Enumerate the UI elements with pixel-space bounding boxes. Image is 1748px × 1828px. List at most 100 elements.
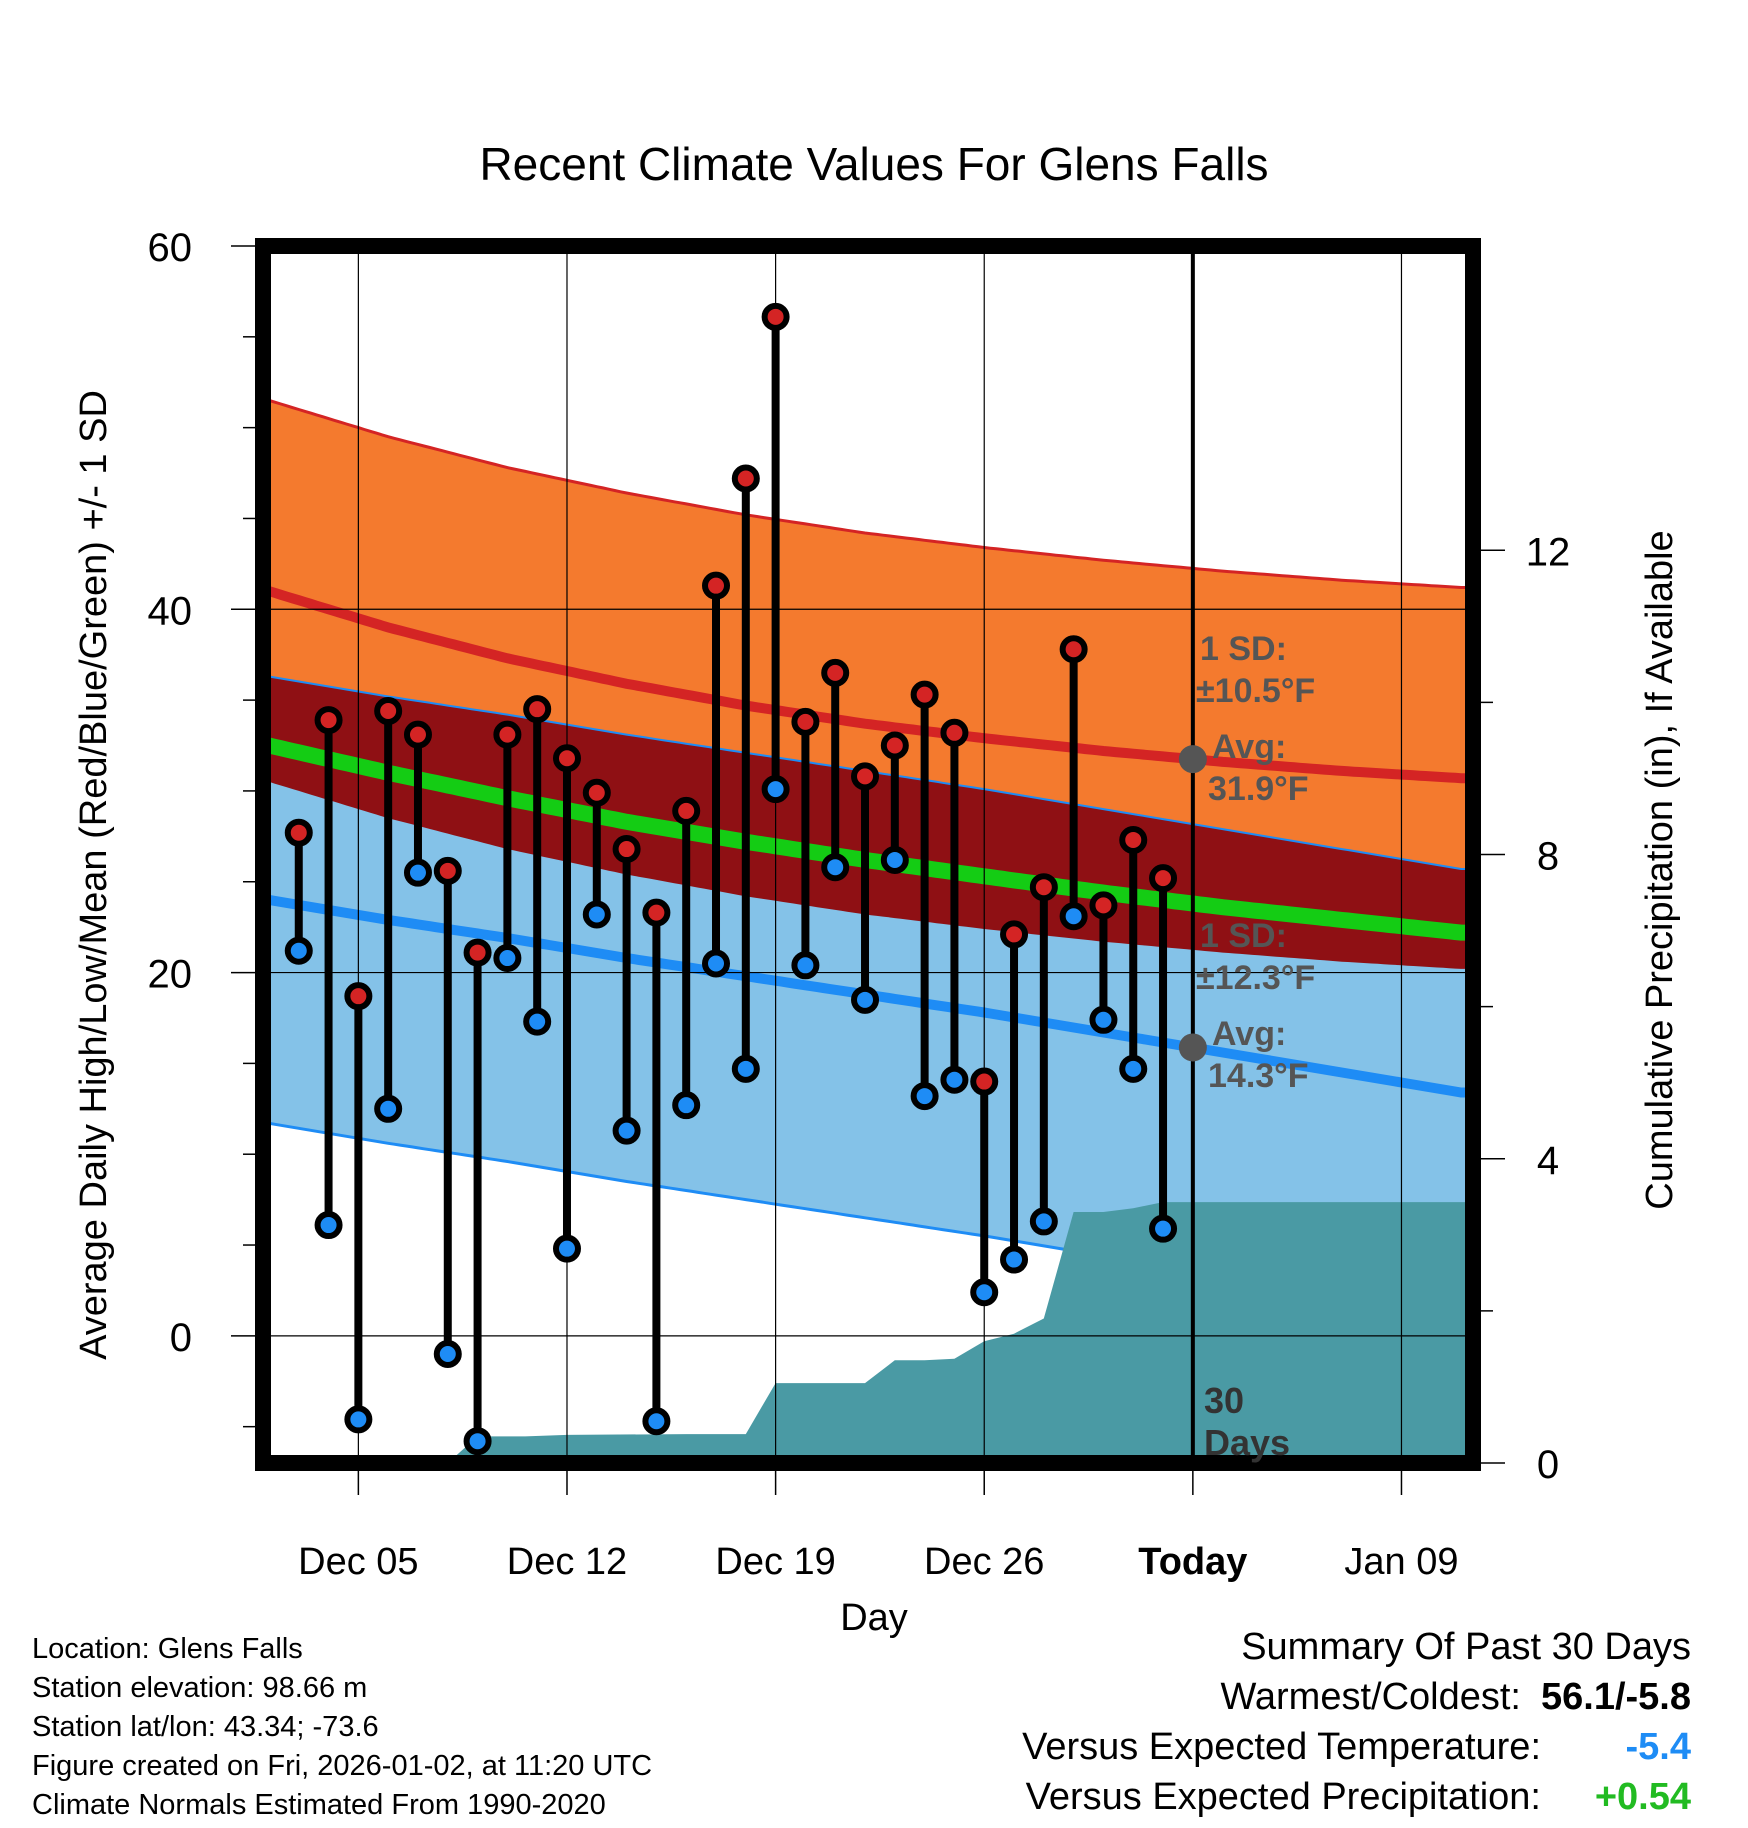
high-temp-point xyxy=(880,731,909,760)
plot-interior xyxy=(263,246,1473,1463)
high-temp-point xyxy=(1089,891,1118,920)
high-temp-point xyxy=(761,302,790,331)
high-temp-point xyxy=(940,718,969,747)
high-temp-point xyxy=(851,762,880,791)
low-temp-point xyxy=(702,949,731,978)
high-temp-point xyxy=(344,982,373,1011)
y2-tick-label: 0 xyxy=(1537,1443,1559,1487)
warm-cold-label: Warmest/Coldest: xyxy=(1220,1676,1521,1718)
low-temp-point xyxy=(344,1405,373,1434)
precip-value: +0.54 xyxy=(1594,1776,1691,1818)
high-temp-point xyxy=(791,707,820,736)
y-tick-label: 60 xyxy=(148,226,193,270)
high-temp-point xyxy=(403,720,432,749)
low-temp-point xyxy=(880,845,909,874)
low-temp-point xyxy=(582,900,611,929)
low-temp-point xyxy=(761,775,790,804)
y2-tick-label: 4 xyxy=(1537,1139,1559,1183)
meta-location: Location: Glens Falls xyxy=(32,1633,303,1665)
high-temp-point xyxy=(970,1067,999,1096)
high-temp-point xyxy=(374,697,403,726)
low-temp-point xyxy=(642,1407,671,1436)
plot-area: 0 20 40 60 0 4 8 12 Dec 05 Dec 12 Dec 19 Dec 26 Toda… xyxy=(148,226,1571,1583)
low-temp-point xyxy=(493,944,522,973)
high-temp-point xyxy=(582,778,611,807)
low-temp-point xyxy=(821,853,850,882)
high-temp-point xyxy=(1029,873,1058,902)
low-temp-point xyxy=(1029,1207,1058,1236)
low-temp-point xyxy=(731,1054,760,1083)
plot-frame xyxy=(255,238,1481,1471)
low-temp-point xyxy=(1000,1245,1029,1274)
high-avg-marker xyxy=(1178,745,1207,774)
low-temp-point xyxy=(910,1082,939,1111)
summary-panel: Summary Of Past 30 Days Warmest/Coldest:… xyxy=(1022,1622,1691,1822)
high-temp-point xyxy=(672,796,701,825)
high-temp-point xyxy=(642,898,671,927)
x-axis-label: Day xyxy=(840,1597,908,1639)
low-sd-value: ±12.3°F xyxy=(1196,959,1315,997)
high-avg-value: 31.9°F xyxy=(1208,770,1309,808)
x-tick-label: Dec 26 xyxy=(924,1541,1044,1583)
low-temp-point xyxy=(403,858,432,887)
x-tick-label: Dec 05 xyxy=(298,1541,418,1583)
low-sd-label: 1 SD: xyxy=(1200,917,1287,955)
summary-warm-cold: Warmest/Coldest: 56.1/-5.8 xyxy=(1022,1672,1691,1722)
high-temp-point xyxy=(731,464,760,493)
high-temp-point xyxy=(702,571,731,600)
low-temp-point xyxy=(314,1211,343,1240)
station-metadata: Location: Glens Falls Station elevation:… xyxy=(32,1630,652,1825)
temp-value: -5.4 xyxy=(1625,1726,1691,1768)
y-tick-label: 0 xyxy=(170,1316,192,1360)
low-temp-point xyxy=(433,1340,462,1369)
precip-area xyxy=(447,1202,1473,1463)
low-temp-point xyxy=(940,1065,969,1094)
y2-axis-label: Cumulative Precipitation (in), If Availa… xyxy=(1639,530,1681,1209)
low-avg-value: 14.3°F xyxy=(1208,1057,1309,1095)
precip-label: Versus Expected Precipitation: xyxy=(1025,1776,1541,1818)
summary-precip: Versus Expected Precipitation: +0.54 xyxy=(1022,1772,1691,1822)
low-avg-marker xyxy=(1178,1033,1207,1062)
low-temp-point xyxy=(1059,902,1088,931)
low-temp-point xyxy=(552,1234,581,1263)
summary-temp: Versus Expected Temperature: -5.4 xyxy=(1022,1722,1691,1772)
high-upper-sd-line xyxy=(263,398,1473,589)
x-tick-label: Jan 09 xyxy=(1344,1541,1458,1583)
meta-latlon: Station lat/lon: 43.34; -73.6 xyxy=(32,1711,379,1743)
high-temp-point xyxy=(523,695,552,724)
today-days-label: 30 Days xyxy=(1204,1380,1290,1463)
low-temp-point xyxy=(1089,1005,1118,1034)
high-temp-point xyxy=(314,706,343,735)
x-tick-label: Today xyxy=(1138,1541,1247,1583)
x-tick-label: Dec 12 xyxy=(507,1541,627,1583)
high-temp-point xyxy=(284,818,313,847)
high-temp-point xyxy=(821,658,850,687)
chart-title: Recent Climate Values For Glens Falls xyxy=(479,138,1268,190)
low-temp-point xyxy=(851,985,880,1014)
y-tick-label: 40 xyxy=(148,589,193,633)
high-sd-value: ±10.5°F xyxy=(1196,672,1315,710)
high-temp-point xyxy=(493,720,522,749)
temp-label: Versus Expected Temperature: xyxy=(1022,1726,1541,1768)
high-temp-point xyxy=(552,744,581,773)
high-temp-point xyxy=(1000,920,1029,949)
high-avg-line xyxy=(263,586,1473,784)
low-temp-point xyxy=(1119,1054,1148,1083)
y2-tick-label: 8 xyxy=(1537,835,1559,879)
meta-elevation: Station elevation: 98.66 m xyxy=(32,1672,368,1704)
low-temp-point xyxy=(463,1427,492,1456)
low-avg-label: Avg: xyxy=(1212,1015,1286,1053)
high-temp-point xyxy=(1059,635,1088,664)
low-temp-point xyxy=(523,1007,552,1036)
meta-normals: Climate Normals Estimated From 1990-2020 xyxy=(32,1789,606,1821)
high-sd-label: 1 SD: xyxy=(1200,630,1287,668)
high-avg-label: Avg: xyxy=(1212,728,1286,766)
high-temp-point xyxy=(612,835,641,864)
low-temp-point xyxy=(1149,1214,1178,1243)
low-temp-point xyxy=(791,951,820,980)
warm-cold-value: 56.1/-5.8 xyxy=(1541,1676,1691,1718)
y-axis-label: Average Daily High/Low/Mean (Red/Blue/Gr… xyxy=(73,390,115,1360)
y2-tick-label: 12 xyxy=(1526,530,1571,574)
low-temp-point xyxy=(612,1116,641,1145)
